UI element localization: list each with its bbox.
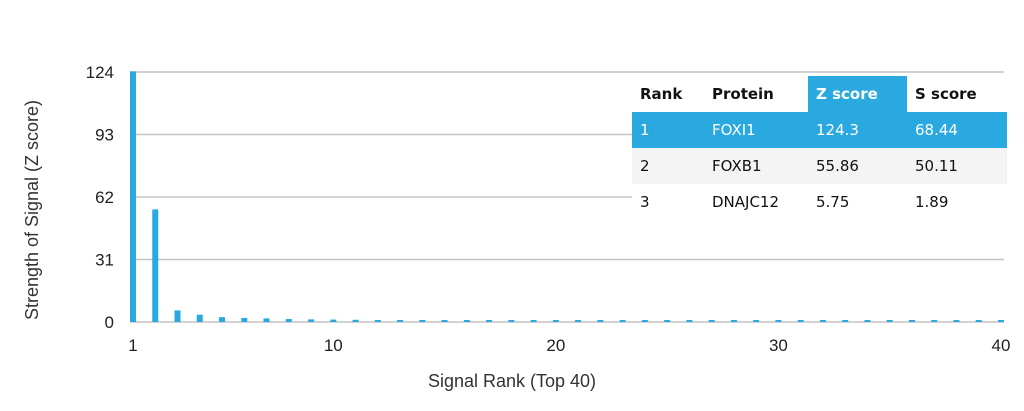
bar	[419, 319, 426, 322]
cell-rank: 3	[632, 184, 704, 220]
bar	[285, 318, 292, 322]
cell-rank: 2	[632, 148, 704, 184]
header-s-score: S score	[907, 76, 1007, 112]
bar	[330, 319, 337, 322]
bar	[508, 319, 515, 322]
bar	[575, 319, 582, 322]
bar	[953, 319, 960, 322]
bar	[998, 319, 1004, 322]
bar	[797, 319, 804, 322]
bar	[619, 319, 626, 322]
bar	[597, 319, 604, 322]
x-tick-label: 30	[769, 336, 788, 355]
y-tick-label: 93	[95, 126, 114, 145]
bar	[842, 319, 849, 322]
bar	[308, 319, 315, 322]
cell-s-score: 1.89	[907, 184, 1007, 220]
bar	[708, 319, 715, 322]
cell-z-score: 55.86	[808, 148, 907, 184]
bar	[730, 319, 737, 322]
table-row: 1 FOXI1 124.3 68.44	[632, 112, 1007, 148]
bar	[775, 319, 782, 322]
x-axis-label: Signal Rank (Top 40)	[428, 371, 596, 391]
bar	[241, 317, 248, 322]
bar	[975, 319, 982, 322]
bar	[864, 319, 871, 322]
bar	[886, 319, 893, 322]
header-protein: Protein	[704, 76, 808, 112]
bar	[263, 318, 270, 322]
bar	[641, 319, 648, 322]
y-tick-labels: 124 93 62 31 0	[86, 63, 114, 332]
bar	[219, 317, 226, 322]
header-z-score: Z score	[808, 76, 907, 112]
bar	[686, 319, 693, 322]
y-tick-label: 0	[105, 313, 114, 332]
table-header-row: Rank Protein Z score S score	[632, 76, 1007, 112]
x-tick-label: 1	[128, 336, 137, 355]
bar	[374, 319, 381, 322]
x-tick-labels: 1 10 20 30 40	[128, 336, 1010, 355]
cell-protein: FOXB1	[704, 148, 808, 184]
bar	[441, 319, 448, 322]
bar	[664, 319, 671, 322]
cell-s-score: 50.11	[907, 148, 1007, 184]
bar	[174, 310, 181, 322]
y-axis-label: Strength of Signal (Z score)	[22, 100, 42, 320]
bar	[463, 319, 470, 322]
table-row: 3 DNAJC12 5.75 1.89	[632, 184, 1007, 220]
table-row: 2 FOXB1 55.86 50.11	[632, 148, 1007, 184]
bar	[196, 314, 203, 322]
cell-protein: DNAJC12	[704, 184, 808, 220]
bar	[486, 319, 493, 322]
bar	[908, 319, 915, 322]
bar	[530, 319, 537, 322]
cell-rank: 1	[632, 112, 704, 148]
x-tick-label: 20	[546, 336, 565, 355]
bar	[552, 319, 559, 322]
header-rank: Rank	[632, 76, 704, 112]
bar	[352, 319, 359, 322]
bar	[130, 71, 136, 322]
cell-s-score: 68.44	[907, 112, 1007, 148]
y-tick-label: 62	[95, 188, 114, 207]
cell-z-score: 5.75	[808, 184, 907, 220]
bar	[397, 319, 404, 322]
bar	[931, 319, 938, 322]
y-tick-label: 124	[86, 63, 114, 82]
bars	[130, 71, 1004, 322]
x-tick-label: 40	[992, 336, 1011, 355]
cell-protein: FOXI1	[704, 112, 808, 148]
y-tick-label: 31	[95, 251, 114, 270]
cell-z-score: 124.3	[808, 112, 907, 148]
bar	[152, 209, 159, 322]
score-table: Rank Protein Z score S score 1 FOXI1 124…	[632, 76, 1007, 220]
bar	[753, 319, 760, 322]
x-tick-label: 10	[324, 336, 343, 355]
bar	[819, 319, 826, 322]
